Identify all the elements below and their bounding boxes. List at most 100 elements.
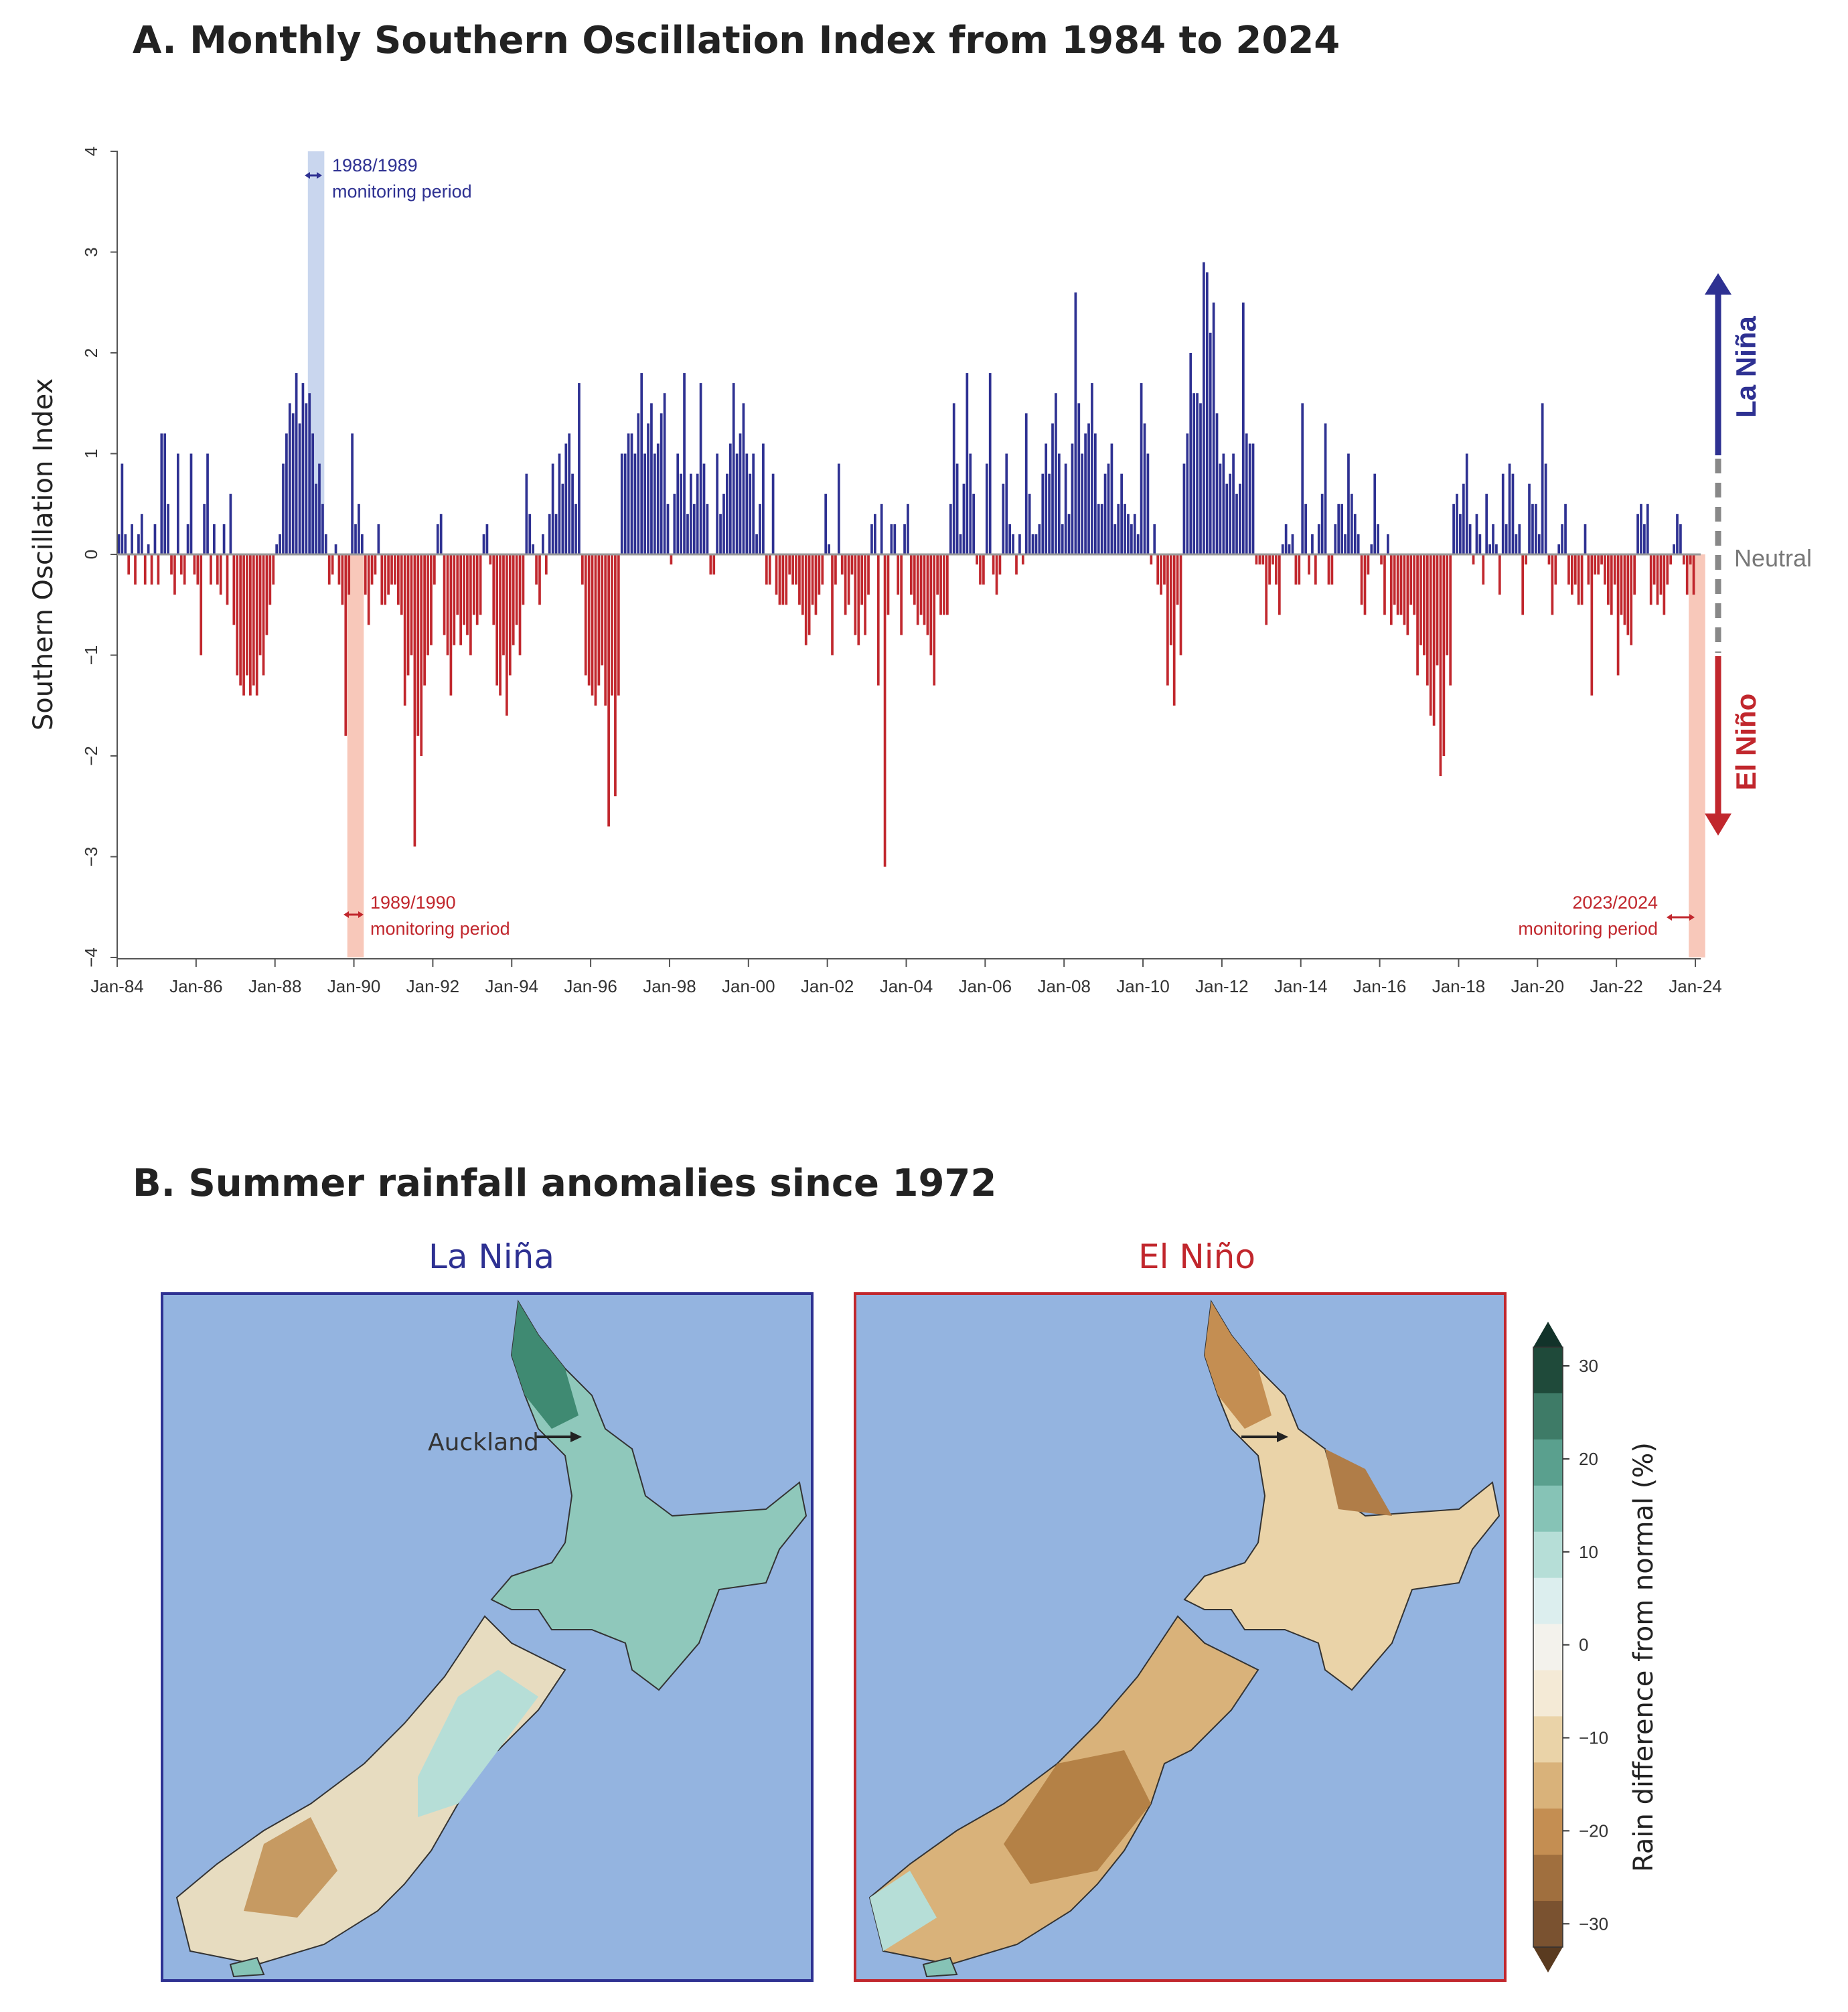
- bar-322: [1176, 554, 1179, 605]
- x-tick-label-3: Jan-90: [327, 976, 381, 996]
- bar-57: [305, 403, 308, 555]
- bar-170: [676, 453, 680, 554]
- bar-287: [1061, 524, 1064, 554]
- bar-443: [1573, 554, 1577, 585]
- bar-445: [1580, 554, 1584, 605]
- y-tick-label-5: −1: [81, 645, 101, 666]
- bar-237: [897, 554, 900, 595]
- bar-163: [653, 453, 656, 554]
- bar-184: [722, 493, 725, 554]
- bar-435: [1547, 554, 1551, 565]
- bar-285: [1055, 393, 1057, 554]
- bar-428: [1525, 554, 1527, 565]
- bar-227: [864, 554, 866, 635]
- bar-199: [771, 473, 775, 554]
- bar-205: [791, 554, 794, 585]
- bar-20: [183, 554, 186, 585]
- bar-142: [584, 554, 587, 676]
- bar-180: [709, 554, 712, 575]
- bar-160: [643, 453, 646, 554]
- bar-426: [1518, 524, 1521, 554]
- bar-391: [1403, 554, 1406, 625]
- bar-417: [1488, 544, 1491, 555]
- bar-256: [959, 534, 962, 554]
- bar-75: [364, 554, 367, 595]
- x-tick-label-5: Jan-94: [485, 976, 539, 996]
- bar-95: [430, 554, 433, 645]
- bar-323: [1179, 554, 1182, 655]
- bar-333: [1212, 302, 1215, 555]
- x-tick-label-16: Jan-16: [1353, 976, 1407, 996]
- map-title-la-nina: La Niña: [429, 1237, 555, 1276]
- annotation-2023-line2: monitoring period: [1518, 919, 1658, 939]
- bar-264: [985, 463, 988, 554]
- bar-424: [1511, 473, 1515, 554]
- bar-366: [1320, 493, 1324, 554]
- bar-317: [1160, 554, 1162, 595]
- bar-59: [311, 433, 315, 554]
- bar-355: [1284, 524, 1288, 554]
- bar-203: [785, 554, 788, 605]
- bar-292: [1077, 403, 1081, 555]
- y-tick-label-3: 1: [81, 449, 101, 458]
- bar-50: [282, 463, 285, 554]
- bar-291: [1074, 292, 1077, 554]
- bar-409: [1462, 483, 1465, 554]
- bar-144: [591, 554, 594, 696]
- bar-188: [735, 453, 739, 554]
- bar-193: [752, 453, 755, 554]
- bar-407: [1456, 493, 1458, 554]
- bar-329: [1199, 403, 1202, 555]
- bar-85: [396, 554, 400, 605]
- bar-222: [847, 554, 850, 605]
- bar-67: [337, 554, 341, 585]
- bar-5: [134, 554, 137, 585]
- bar-123: [522, 554, 525, 605]
- bar-131: [548, 514, 551, 554]
- bar-138: [571, 473, 574, 554]
- bar-96: [433, 554, 436, 585]
- bar-304: [1117, 504, 1120, 555]
- bar-229: [870, 524, 873, 554]
- bar-263: [982, 554, 985, 585]
- bar-88: [406, 554, 410, 676]
- bar-58: [308, 393, 311, 554]
- bar-267: [995, 554, 998, 595]
- bar-55: [298, 423, 301, 555]
- bar-167: [666, 504, 670, 555]
- bar-450: [1597, 554, 1600, 575]
- bar-242: [913, 554, 916, 605]
- bar-174: [690, 473, 692, 554]
- map-la-nina: Auckland: [161, 1292, 814, 1982]
- bar-475: [1679, 524, 1682, 554]
- bar-175: [692, 504, 696, 555]
- bar-147: [601, 554, 604, 666]
- bar-418: [1492, 524, 1494, 554]
- bar-351: [1272, 554, 1274, 565]
- bar-420: [1498, 554, 1501, 595]
- bar-213: [818, 554, 821, 595]
- bar-412: [1472, 554, 1475, 565]
- x-tick-label-12: Jan-08: [1037, 976, 1091, 996]
- map-el-nino: [854, 1292, 1507, 1982]
- bar-386: [1387, 534, 1389, 554]
- bar-261: [976, 554, 978, 565]
- bar-15: [167, 504, 169, 555]
- nz-map-la-nina: [175, 1300, 807, 1978]
- bar-105: [463, 554, 465, 625]
- bar-308: [1130, 524, 1133, 554]
- bar-19: [179, 554, 183, 575]
- bar-250: [939, 554, 942, 615]
- bar-421: [1501, 473, 1505, 554]
- bar-437: [1554, 554, 1557, 585]
- stewart-island: [922, 1956, 958, 1978]
- bar-273: [1015, 554, 1018, 575]
- bar-350: [1268, 554, 1271, 585]
- bar-310: [1136, 534, 1140, 554]
- bar-440: [1564, 504, 1567, 555]
- bar-388: [1393, 554, 1396, 605]
- bar-116: [499, 554, 502, 696]
- bar-383: [1377, 524, 1379, 554]
- bar-225: [857, 554, 860, 645]
